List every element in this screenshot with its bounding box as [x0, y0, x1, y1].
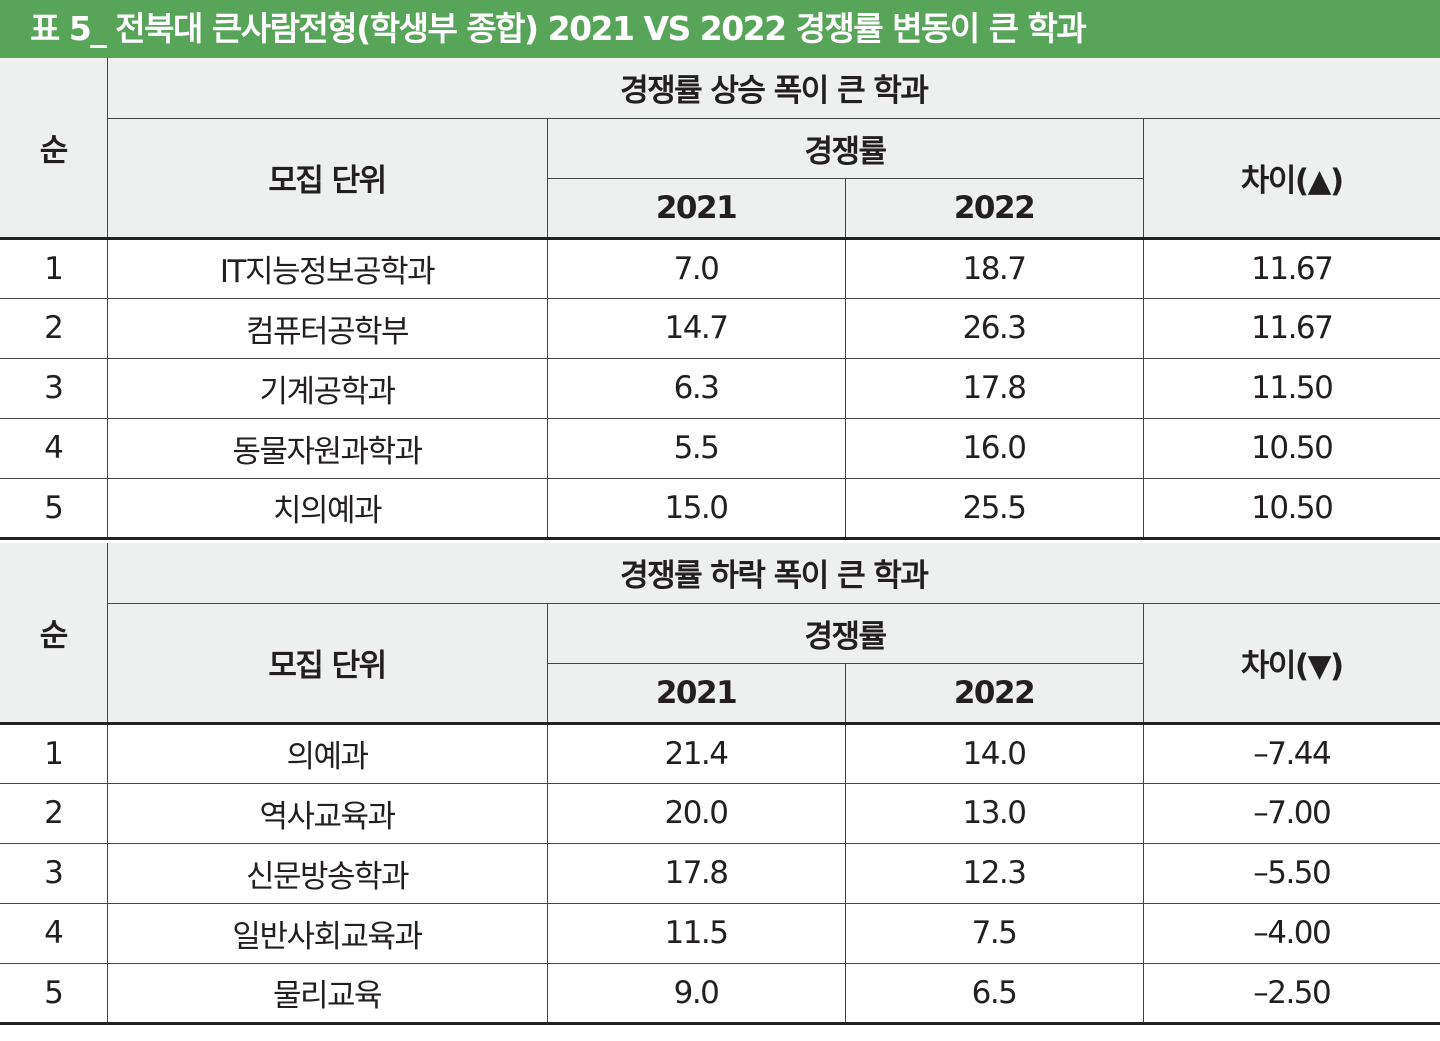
rank-cell: 3 — [0, 357, 108, 419]
rate-2021-cell: 9.0 — [546, 962, 846, 1025]
table-row: 2 역사교육과 20.0 13.0 –7.00 — [0, 782, 1440, 844]
section-caption: 경쟁률 하락 폭이 큰 학과 — [106, 543, 1440, 604]
table-row: 2 컴퓨터공학부 14.7 26.3 11.67 — [0, 297, 1440, 359]
table-row: 3 기계공학과 6.3 17.8 11.50 — [0, 357, 1440, 419]
unit-cell: 컴퓨터공학부 — [106, 297, 548, 359]
table-row: 1 의예과 21.4 14.0 –7.44 — [0, 722, 1440, 784]
unit-cell: 치의예과 — [106, 477, 548, 540]
unit-cell: 기계공학과 — [106, 357, 548, 419]
unit-header: 모집 단위 — [107, 117, 548, 240]
rate-2021-cell: 11.5 — [546, 902, 846, 964]
rank-cell: 3 — [0, 842, 108, 904]
diff-cell: –2.50 — [1142, 962, 1440, 1025]
rate-2022-cell: 16.0 — [844, 417, 1144, 479]
rank-cell: 1 — [0, 237, 108, 299]
rank-cell: 5 — [0, 962, 108, 1025]
diff-cell: 11.50 — [1142, 357, 1440, 419]
rate-2022-cell: 14.0 — [844, 722, 1144, 784]
rate-2021-cell: 21.4 — [546, 722, 846, 784]
diff-cell: 11.67 — [1142, 297, 1440, 359]
rank-cell: 5 — [0, 477, 108, 540]
rank-cell: 1 — [0, 722, 108, 784]
rank-cell: 2 — [0, 297, 108, 359]
rate-2021-cell: 15.0 — [546, 477, 846, 540]
year-2021-header: 2021 — [547, 662, 846, 725]
rate-2021-cell: 6.3 — [546, 357, 846, 419]
rank-header: 순 — [0, 58, 108, 240]
year-2022-header: 2022 — [844, 177, 1143, 240]
diff-cell: –4.00 — [1142, 902, 1440, 964]
rank-cell: 4 — [0, 902, 108, 964]
rate-2022-cell: 6.5 — [844, 962, 1144, 1025]
unit-cell: IT지능정보공학과 — [106, 237, 548, 299]
table-title: 표 5_ 전북대 큰사람전형(학생부 종합) 2021 VS 2022 경쟁률 … — [0, 0, 1440, 58]
rate-2021-cell: 17.8 — [546, 842, 846, 904]
diff-cell: 10.50 — [1142, 417, 1440, 479]
rate-2022-cell: 12.3 — [844, 842, 1144, 904]
rank-cell: 4 — [0, 417, 108, 479]
unit-cell: 의예과 — [106, 722, 548, 784]
diff-cell: –7.44 — [1142, 722, 1440, 784]
rate-2022-cell: 25.5 — [844, 477, 1144, 540]
table-row: 1 IT지능정보공학과 7.0 18.7 11.67 — [0, 237, 1440, 299]
table-row: 3 신문방송학과 17.8 12.3 –5.50 — [0, 842, 1440, 904]
unit-cell: 동물자원과학과 — [106, 417, 548, 479]
rate-2021-cell: 14.7 — [546, 297, 846, 359]
rate-header: 경쟁률 — [546, 602, 1144, 664]
diff-header: 차이(▲) — [1142, 117, 1440, 240]
section-caption: 경쟁률 상승 폭이 큰 학과 — [106, 58, 1440, 119]
rank-cell: 2 — [0, 782, 108, 844]
rate-2021-cell: 20.0 — [546, 782, 846, 844]
rising-table: 순 경쟁률 상승 폭이 큰 학과 모집 단위 경쟁률 차이(▲) 2021 20… — [0, 58, 1440, 540]
rate-2021-cell: 7.0 — [546, 237, 846, 299]
rate-header: 경쟁률 — [546, 117, 1144, 179]
rate-2022-cell: 7.5 — [844, 902, 1144, 964]
table-row: 5 치의예과 15.0 25.5 10.50 — [0, 477, 1440, 540]
unit-header: 모집 단위 — [107, 602, 548, 725]
rate-2021-cell: 5.5 — [546, 417, 846, 479]
rate-2022-cell: 17.8 — [844, 357, 1144, 419]
rank-header: 순 — [0, 543, 108, 725]
table-row: 4 일반사회교육과 11.5 7.5 –4.00 — [0, 902, 1440, 964]
unit-cell: 신문방송학과 — [106, 842, 548, 904]
rate-2022-cell: 13.0 — [844, 782, 1144, 844]
diff-cell: 10.50 — [1142, 477, 1440, 540]
diff-cell: –5.50 — [1142, 842, 1440, 904]
rate-2022-cell: 18.7 — [844, 237, 1144, 299]
diff-header: 차이(▼) — [1142, 602, 1440, 725]
unit-cell: 물리교육 — [106, 962, 548, 1025]
year-2021-header: 2021 — [547, 177, 846, 240]
diff-cell: 11.67 — [1142, 237, 1440, 299]
rate-2022-cell: 26.3 — [844, 297, 1144, 359]
year-2022-header: 2022 — [844, 662, 1143, 725]
diff-cell: –7.00 — [1142, 782, 1440, 844]
table-row: 4 동물자원과학과 5.5 16.0 10.50 — [0, 417, 1440, 479]
unit-cell: 역사교육과 — [106, 782, 548, 844]
table-row: 5 물리교육 9.0 6.5 –2.50 — [0, 962, 1440, 1025]
unit-cell: 일반사회교육과 — [106, 902, 548, 964]
falling-table: 순 경쟁률 하락 폭이 큰 학과 모집 단위 경쟁률 차이(▼) 2021 20… — [0, 543, 1440, 1025]
